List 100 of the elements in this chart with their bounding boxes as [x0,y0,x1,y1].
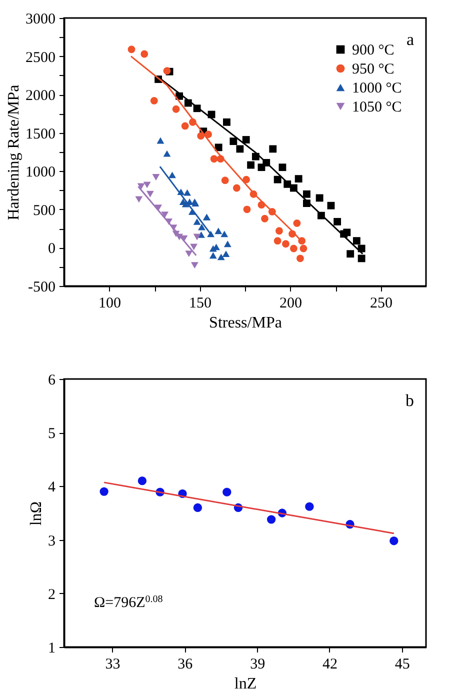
point [198,224,206,230]
point [303,190,310,198]
y-axis-title: lnΩ [28,501,45,526]
annotation: Ω=796Z$^{0.08}$ [94,594,163,611]
annotation: a [406,30,414,49]
x-tick-label: 33 [105,656,120,672]
point [242,176,250,184]
point [190,262,198,269]
point [210,155,218,163]
point [184,189,191,196]
legend-label: 900 °C [352,42,394,58]
point [298,237,306,245]
x-tick-label: 36 [178,656,194,672]
point [252,152,260,160]
point [143,182,151,188]
point [100,487,108,496]
point [209,245,217,252]
point [305,502,314,511]
x-tick-label: 200 [280,296,302,312]
y-tick-label: 3 [48,533,56,550]
y-axis-title: Hardening Rate/MPa [6,84,22,220]
point [185,250,193,258]
point [261,214,268,222]
point [214,144,222,152]
x-tick-label: 39 [250,656,266,672]
point [346,250,354,258]
point [138,476,147,486]
point [294,175,302,183]
point [300,244,308,252]
y-tick-label: 5 [48,426,56,442]
x-axis-title: lnZ [234,676,257,692]
point [334,218,342,226]
point [193,234,201,240]
point [230,138,238,145]
point [269,145,277,153]
point [137,183,145,190]
point [150,96,158,104]
point [163,67,171,75]
point [236,145,244,153]
point [222,250,230,258]
point [168,172,176,178]
point [222,488,232,496]
x-axis-title: Stress/MPa [209,314,282,332]
y-tick-label: 500 [33,202,56,219]
x-tick-label: 45 [394,656,410,672]
y-tick-label: 2000 [26,88,56,104]
y-tick-label: 1 [48,640,56,656]
point [247,161,254,169]
point [274,176,282,184]
y-tick-label: 6 [48,372,56,388]
point [278,164,286,172]
point [293,220,301,227]
point [209,252,217,259]
point [193,218,201,225]
point [161,212,169,218]
point [146,190,154,198]
point [182,200,190,208]
point [282,240,290,248]
x-tick-label: 150 [189,296,212,312]
point [274,237,282,245]
point [296,254,304,262]
point [128,46,136,54]
point [163,150,171,157]
point [352,237,360,245]
y-tick-label: -500 [28,280,56,296]
point [290,244,298,252]
point [242,136,250,144]
point [217,254,225,260]
legend-label: 1000 °C [352,80,402,96]
point [197,132,205,140]
y-tick-label: 4 [48,480,56,496]
point [156,137,164,144]
point [243,206,251,214]
point [220,230,228,238]
point [390,536,398,546]
point [190,244,198,250]
point [135,196,143,203]
point [276,227,283,235]
point [214,228,222,234]
y-tick-label: 2 [48,586,56,603]
annotation: b [406,391,414,410]
y-tick-label: 0 [48,241,56,258]
point [358,254,366,262]
point [204,130,212,138]
point [221,176,229,184]
legend-label: 950 °C [352,62,394,78]
point [140,50,148,58]
point [172,105,180,113]
point [266,515,276,524]
point [181,122,189,130]
y-tick-label: 1500 [26,126,56,142]
y-tick-label: 3000 [26,12,56,28]
y-tick-label: 2500 [26,50,56,66]
point [224,240,232,248]
point [327,202,335,210]
x-tick-label: 250 [370,296,392,312]
point [316,194,324,202]
y-tick-label: 1000 [26,164,56,181]
point [193,503,202,512]
x-tick-label: 100 [98,296,121,312]
